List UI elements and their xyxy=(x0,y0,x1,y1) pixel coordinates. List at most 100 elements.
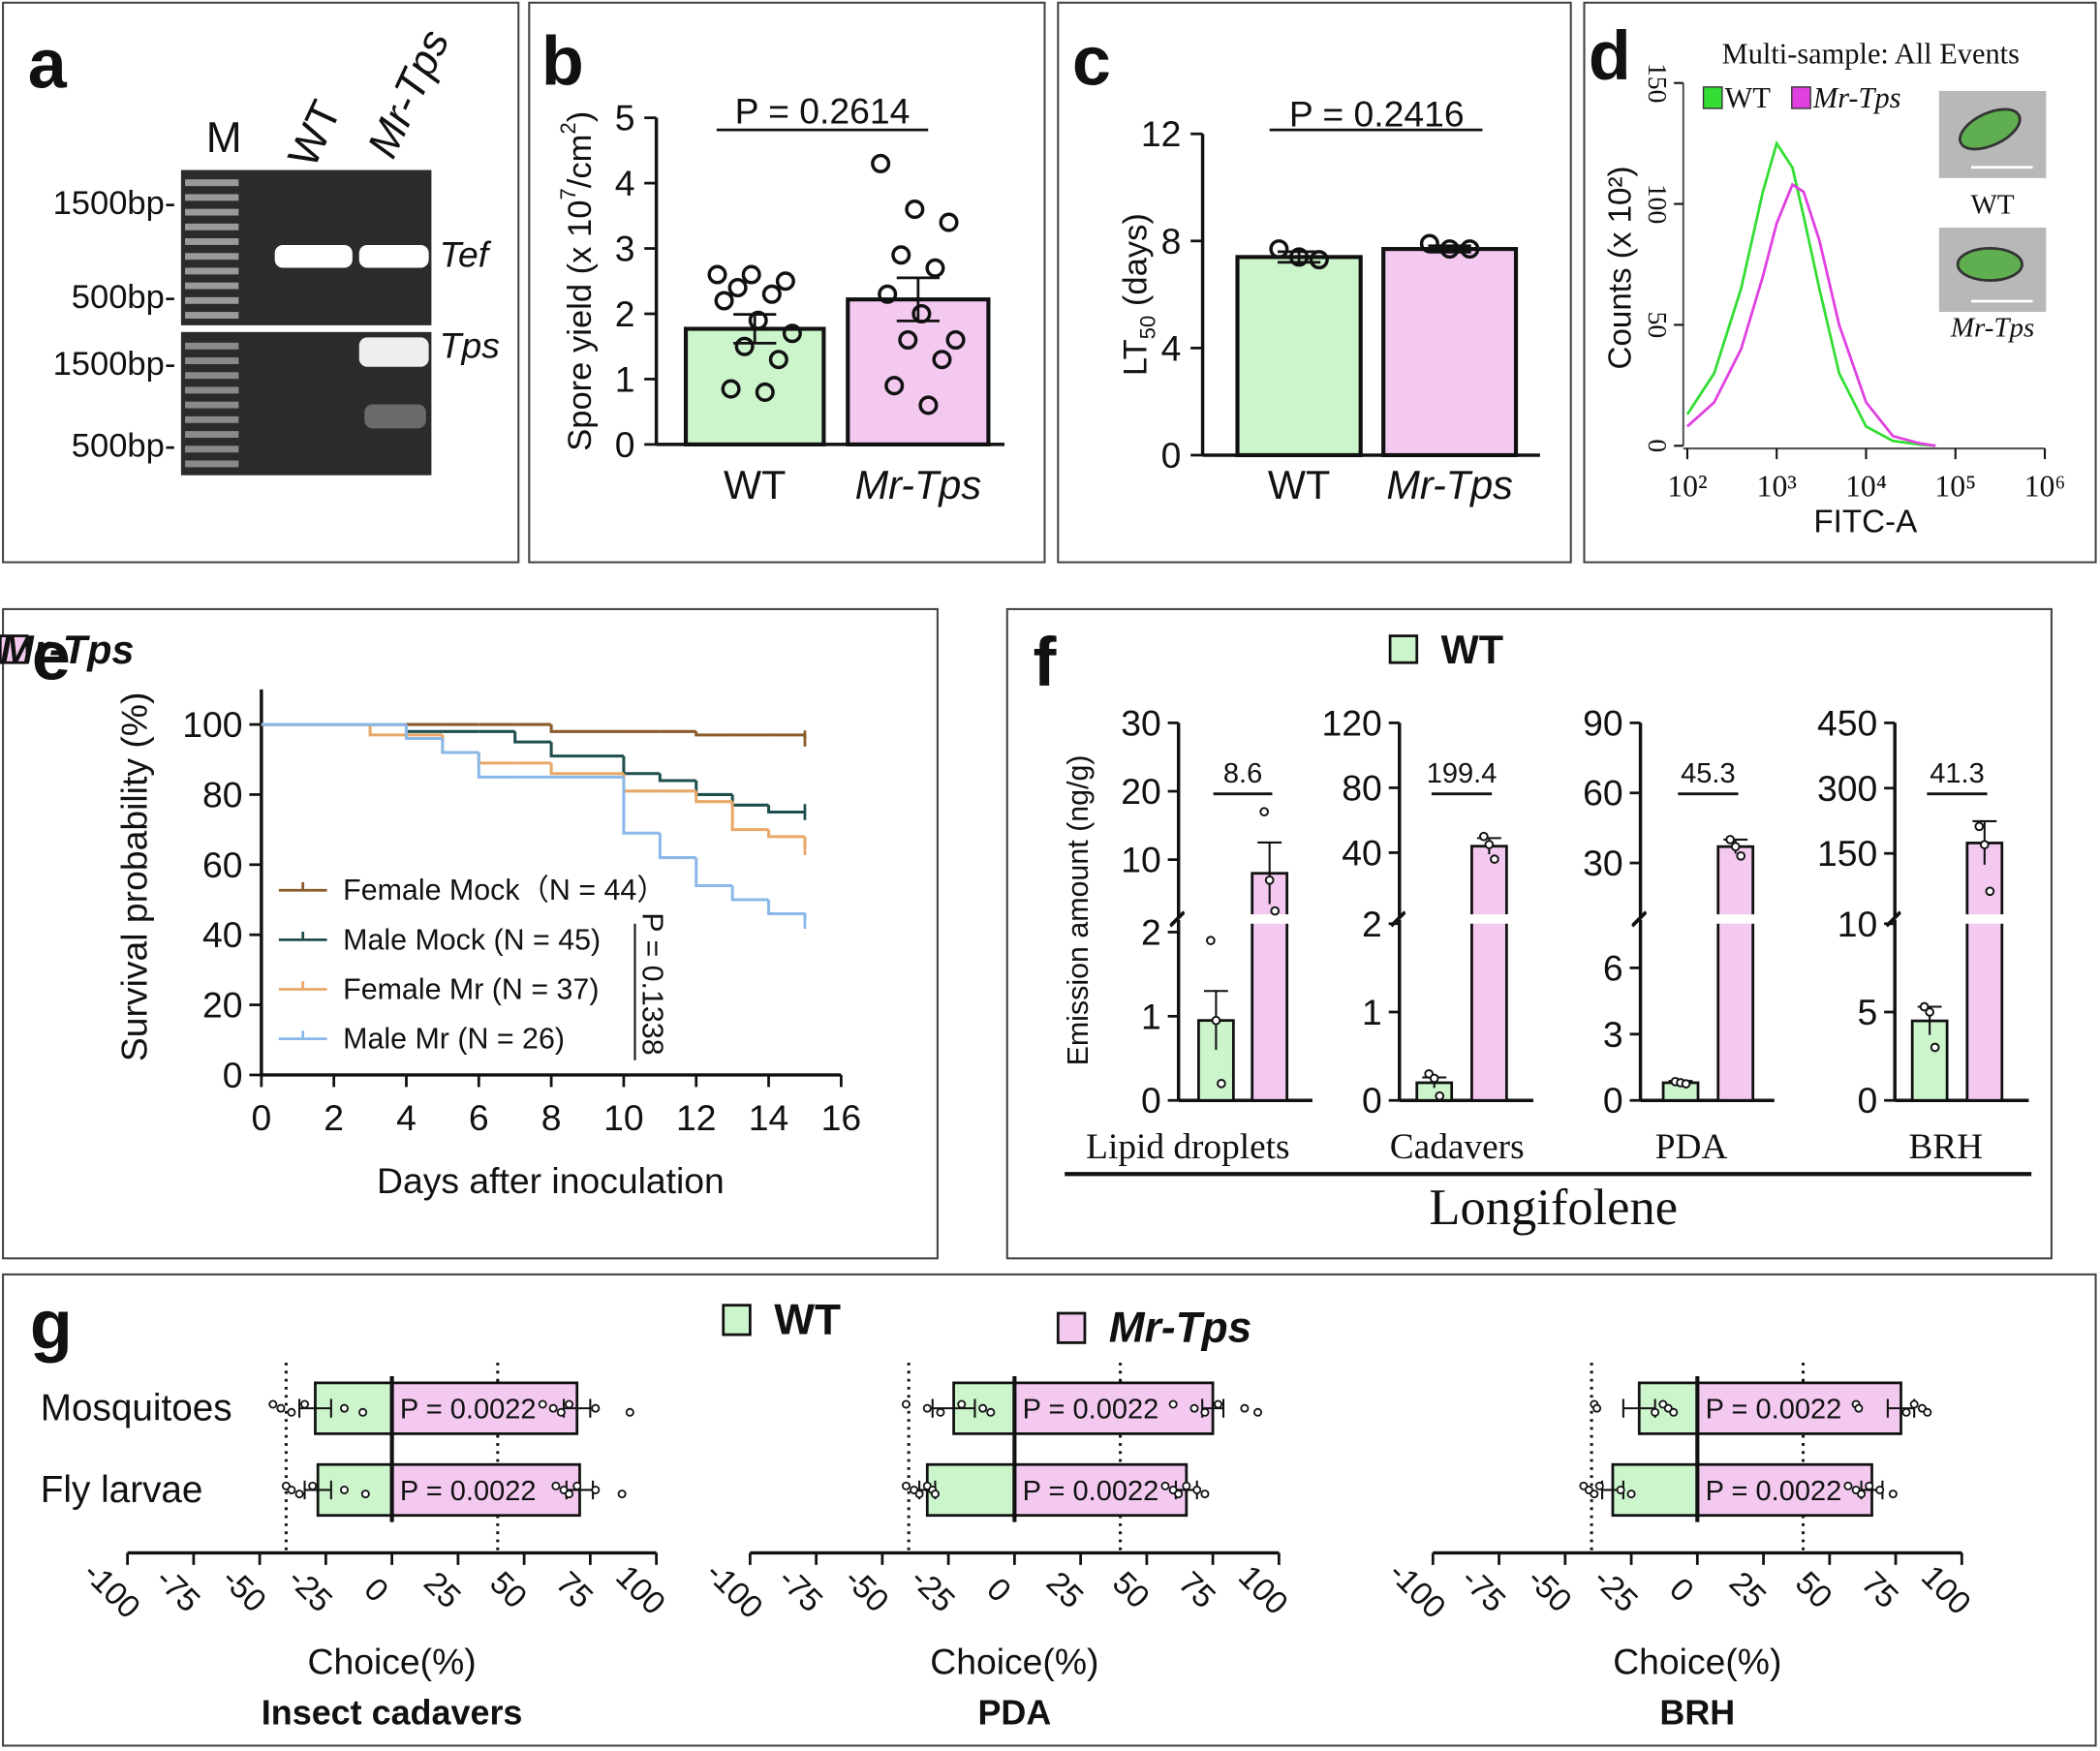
data-point xyxy=(1919,1001,1930,1012)
bar xyxy=(1235,255,1363,458)
ladder-band xyxy=(185,342,239,350)
data-point xyxy=(914,1490,924,1499)
data-point xyxy=(714,291,734,311)
data-point xyxy=(1681,1079,1691,1089)
data-point xyxy=(1419,233,1439,254)
data-point xyxy=(591,1485,601,1494)
survival-step xyxy=(404,724,443,741)
data-point xyxy=(1985,886,1995,897)
data-point xyxy=(761,284,782,304)
ladder-band xyxy=(185,267,239,275)
x-tick-label: 50 xyxy=(482,1565,533,1615)
y-tick-label: Mosquitoes xyxy=(41,1388,232,1429)
annotation: P = 0.0022 xyxy=(1706,1476,1842,1507)
data-point xyxy=(945,329,966,351)
data-point xyxy=(1460,239,1480,260)
data-point xyxy=(287,1407,296,1417)
data-point xyxy=(1217,1079,1226,1089)
x-tick-label: -75 xyxy=(148,1561,206,1619)
y-tick-label: 50 xyxy=(1643,312,1673,339)
x-axis-label: Choice(%) xyxy=(308,1641,477,1681)
survival-step xyxy=(622,777,661,835)
data-point xyxy=(939,212,959,232)
y-axis-label-part: 50 xyxy=(1135,316,1159,340)
x-tick-label: Mr-Tps xyxy=(1386,462,1513,507)
data-point xyxy=(936,1407,945,1417)
legend-label: WT xyxy=(774,1296,841,1343)
ladder-band xyxy=(185,401,239,409)
cell-image xyxy=(1956,247,2023,282)
break-gap xyxy=(1249,914,1290,924)
y-tick-label: 3 xyxy=(615,229,635,269)
data-point xyxy=(1259,807,1270,817)
data-point xyxy=(1590,1490,1599,1499)
x-tick-label: 12 xyxy=(676,1097,717,1138)
x-tick-label: -100 xyxy=(1381,1555,1452,1626)
legend-label: WT xyxy=(1725,81,1772,114)
survival-step xyxy=(695,780,733,796)
gene-label: Tef xyxy=(440,234,492,275)
x-tick-label: 0 xyxy=(251,1097,271,1138)
data-point xyxy=(300,1399,310,1409)
y-tick-label: 90 xyxy=(1583,702,1623,743)
y-tick-label: 100 xyxy=(182,704,242,745)
y-axis-label-part: /cm xyxy=(562,135,599,189)
data-point xyxy=(1888,1490,1898,1499)
break-gap xyxy=(1964,914,2005,924)
y-tick-label: Fly larvae xyxy=(41,1469,203,1511)
data-point xyxy=(1854,1403,1864,1413)
survival-step xyxy=(695,731,733,737)
x-tick-label: 8 xyxy=(541,1097,562,1138)
lane-label: WT xyxy=(279,94,350,174)
x-tick-label: 50 xyxy=(1788,1565,1838,1615)
panel-frame xyxy=(528,1,1046,564)
marker-label: 1500bp- xyxy=(53,185,176,222)
y-tick-label: 0 xyxy=(1141,1080,1161,1121)
x-tick-label: 10⁴ xyxy=(1845,469,1887,503)
y-tick-label: 5 xyxy=(615,98,635,138)
ladder-band xyxy=(185,253,239,261)
y-tick-label: 30 xyxy=(1583,843,1623,883)
bar xyxy=(1470,845,1508,1102)
subplot-title: BRH xyxy=(1659,1692,1735,1732)
x-tick-label: WT xyxy=(1268,462,1330,507)
x-tick-label: 25 xyxy=(1039,1565,1090,1615)
x-tick-label: 100 xyxy=(1914,1558,1977,1621)
data-point xyxy=(1901,1407,1911,1417)
data-point xyxy=(1214,1399,1223,1409)
annotation: 199.4 xyxy=(1427,758,1498,789)
survival-step xyxy=(658,773,696,783)
y-tick-label: 10 xyxy=(1121,840,1161,880)
panel-frame xyxy=(1005,607,2053,1260)
data-point xyxy=(707,264,727,285)
x-tick-label: 25 xyxy=(1722,1565,1773,1615)
data-point xyxy=(1192,1485,1202,1494)
data-point xyxy=(905,200,925,220)
ladder-band xyxy=(185,312,239,319)
legend-label: Female Mock（N = 44） xyxy=(343,874,666,906)
gel-band xyxy=(358,337,429,367)
group-label: Lipid droplets xyxy=(1086,1127,1289,1167)
y-tick-label: 20 xyxy=(202,985,243,1026)
legend-label: Male Mock (N = 45) xyxy=(343,923,601,956)
data-point xyxy=(911,303,932,324)
x-tick-label: 10³ xyxy=(1757,469,1797,503)
survival-step xyxy=(549,724,624,733)
x-tick-label: 2 xyxy=(324,1097,344,1138)
y-axis-label: Counts (x 10²) xyxy=(1602,166,1638,369)
y-axis-label-part: LT xyxy=(1117,339,1154,376)
data-point xyxy=(898,329,918,351)
ladder-band xyxy=(185,282,239,290)
data-point xyxy=(1736,850,1746,861)
data-point xyxy=(741,264,761,285)
lane-label: Mr-Tps xyxy=(358,22,458,165)
data-point xyxy=(901,1481,911,1490)
y-axis-label-part: 7 xyxy=(556,188,580,200)
data-point xyxy=(572,1481,582,1490)
data-point xyxy=(1875,1485,1885,1494)
data-point xyxy=(1174,1490,1184,1499)
annotation: P = 0.0022 xyxy=(400,1476,537,1507)
x-tick-label: -50 xyxy=(1520,1561,1578,1619)
x-tick-label: 10² xyxy=(1667,469,1707,503)
survival-step xyxy=(477,753,515,779)
